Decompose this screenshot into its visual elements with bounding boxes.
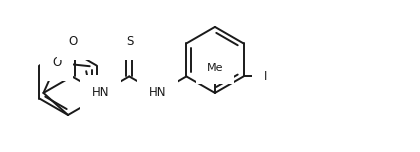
Text: O: O [68,35,78,48]
Text: I: I [264,70,268,83]
Text: HN: HN [149,86,167,99]
Text: O: O [52,56,61,69]
Text: Me: Me [207,63,223,73]
Text: S: S [126,35,134,48]
Text: HN: HN [92,86,109,99]
